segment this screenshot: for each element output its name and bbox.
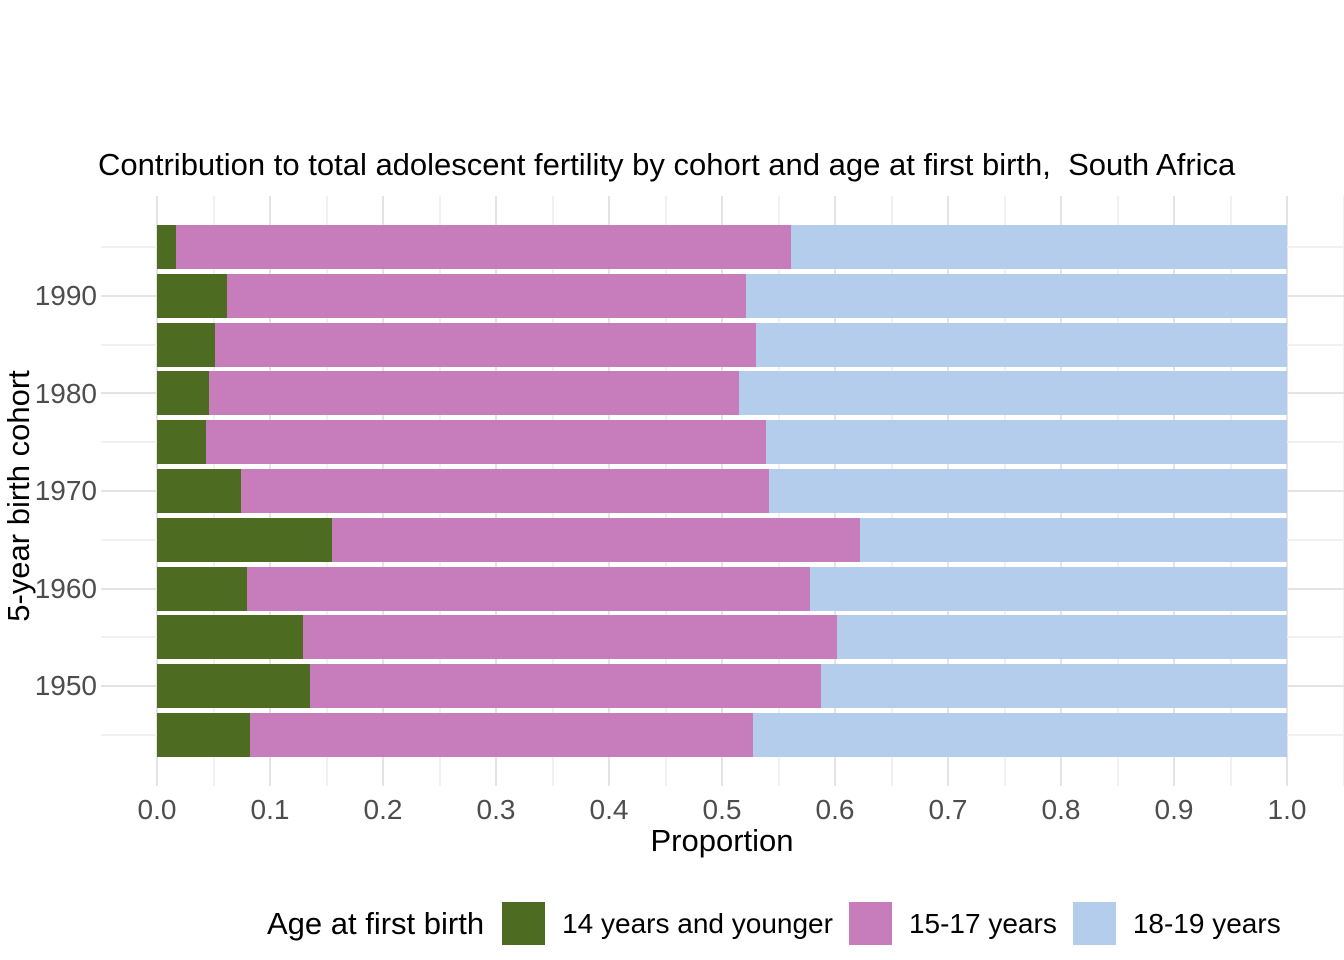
- bar-1995-segment-14-years-and-younger: [157, 225, 176, 269]
- y-tick-label-1980: 1980: [34, 377, 97, 409]
- bar-cohort-1955: [157, 615, 1287, 660]
- plot-panel: [101, 196, 1344, 786]
- bar-1955-segment-15-17-years: [303, 615, 837, 660]
- bar-1980-segment-18-19-years: [739, 371, 1287, 416]
- bar-1945-segment-15-17-years: [250, 713, 753, 757]
- bar-1990-segment-14-years-and-younger: [157, 273, 227, 318]
- bar-1975-segment-14-years-and-younger: [157, 420, 206, 465]
- bar-1960-segment-15-17-years: [247, 566, 810, 611]
- y-tick-label-1990: 1990: [34, 280, 97, 311]
- bar-1985-segment-15-17-years: [215, 322, 756, 367]
- bar-1995-segment-15-17-years: [176, 225, 791, 269]
- bar-1970-segment-15-17-years: [240, 469, 770, 513]
- bar-1980-segment-14-years-and-younger: [157, 371, 209, 416]
- bar-1980-segment-15-17-years: [209, 371, 739, 416]
- bar-1990-segment-15-17-years: [227, 273, 746, 318]
- legend: Age at first birth 14 years and younger …: [267, 901, 1281, 946]
- legend-label: 15-17 years: [908, 907, 1057, 939]
- legend-item: 14 years and younger: [502, 902, 833, 945]
- legend-swatch-15-17: [848, 902, 892, 945]
- legend-title: Age at first birth: [267, 905, 485, 941]
- x-tick-label-0.5: 0.5: [702, 794, 742, 825]
- x-axis-tick-labels: 0.0 0.1 0.2 0.3 0.4 0.5 0.6 0.7 0.8 0.9 1.0: [0, 795, 1344, 825]
- bar-1955-segment-14-years-and-younger: [157, 615, 303, 660]
- bar-cohort-1945: [157, 713, 1287, 757]
- x-tick-label-0.4: 0.4: [589, 794, 629, 825]
- y-tick-label-1970: 1970: [34, 475, 97, 507]
- bar-1950-segment-18-19-years: [821, 664, 1287, 709]
- x-tick-label-0.0: 0.0: [137, 794, 177, 825]
- bar-cohort-1990: [157, 273, 1287, 318]
- bar-1970-segment-14-years-and-younger: [157, 469, 241, 513]
- bar-cohort-1975: [157, 420, 1287, 465]
- bar-1965-segment-18-19-years: [860, 517, 1287, 562]
- bar-cohort-1970: [157, 469, 1287, 513]
- bar-cohort-1995: [157, 225, 1287, 269]
- x-tick-label-1.0: 1.0: [1267, 794, 1307, 825]
- bar-cohort-1950: [157, 664, 1287, 709]
- bar-cohort-1980: [157, 371, 1287, 416]
- x-tick-label-0.8: 0.8: [1041, 794, 1081, 825]
- bar-cohort-1985: [157, 322, 1287, 367]
- bar-1990-segment-18-19-years: [746, 273, 1287, 318]
- legend-swatch-14-and-younger: [502, 902, 546, 945]
- bar-1985-segment-18-19-years: [756, 322, 1287, 367]
- legend-item: 15-17 years: [848, 902, 1057, 945]
- bar-1995-segment-18-19-years: [791, 225, 1287, 269]
- bar-1975-segment-18-19-years: [766, 420, 1287, 465]
- bar-1945-segment-14-years-and-younger: [157, 713, 250, 757]
- x-tick-label-0.7: 0.7: [928, 794, 968, 825]
- legend-swatch-18-19: [1072, 902, 1116, 945]
- legend-label: 14 years and younger: [562, 907, 833, 939]
- bar-1965-segment-15-17-years: [332, 517, 860, 562]
- bar-1970-segment-18-19-years: [769, 469, 1287, 513]
- chart-title: Contribution to total adolescent fertili…: [98, 147, 1236, 182]
- bar-1985-segment-14-years-and-younger: [157, 322, 215, 367]
- x-tick-label-0.3: 0.3: [476, 794, 516, 825]
- bar-1975-segment-15-17-years: [206, 420, 766, 465]
- x-tick-label-0.1: 0.1: [250, 794, 290, 825]
- bar-1960-segment-18-19-years: [810, 566, 1287, 611]
- bar-1950-segment-15-17-years: [309, 664, 822, 709]
- legend-item: 18-19 years: [1072, 902, 1281, 945]
- bar-1955-segment-18-19-years: [837, 615, 1287, 660]
- x-tick-label-0.6: 0.6: [815, 794, 855, 825]
- bar-1965-segment-14-years-and-younger: [157, 517, 332, 562]
- bar-1960-segment-14-years-and-younger: [157, 566, 247, 611]
- x-tick-label-0.9: 0.9: [1154, 794, 1194, 825]
- y-tick-label-1950: 1950: [34, 670, 97, 702]
- x-axis-title: Proportion: [650, 823, 794, 858]
- bar-1950-segment-14-years-and-younger: [157, 664, 310, 709]
- x-tick-label-0.2: 0.2: [363, 794, 403, 825]
- legend-label: 18-19 years: [1132, 907, 1281, 939]
- bar-cohort-1960: [157, 566, 1287, 611]
- y-tick-label-1960: 1960: [34, 572, 97, 604]
- bar-1945-segment-18-19-years: [753, 713, 1287, 757]
- bar-cohort-1965: [157, 517, 1287, 562]
